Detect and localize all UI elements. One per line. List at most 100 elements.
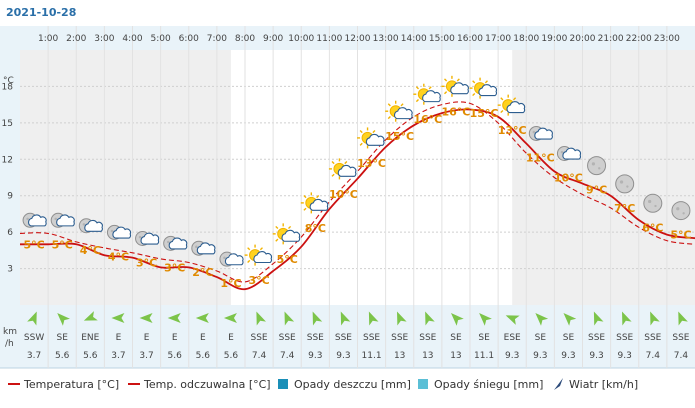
cloud-outline	[534, 127, 553, 140]
sun-ray	[359, 130, 363, 134]
cloud-shape	[337, 164, 357, 177]
wind-arrow	[139, 313, 153, 323]
temp-label: 7°C	[614, 202, 635, 215]
wind-direction: SSE	[279, 333, 296, 343]
moon-crater	[54, 217, 57, 221]
wind-arrow	[256, 311, 266, 326]
wind-speed: 5.6	[196, 351, 211, 361]
wind-direction: E	[172, 333, 178, 343]
wind-speed: 7.4	[252, 351, 267, 361]
wind-direction: SE	[56, 333, 68, 343]
sun-cloud-icon	[385, 100, 413, 122]
cloud-shape	[422, 90, 441, 103]
sun-ray	[512, 97, 517, 101]
moon-icon	[615, 174, 635, 194]
temp-label: 4°C	[108, 250, 129, 263]
hour-label: 18:00	[513, 34, 539, 44]
cloud-outline	[112, 226, 132, 239]
cloud-shape	[281, 229, 301, 242]
hour-label: 9:00	[263, 34, 283, 44]
moon-crater	[560, 150, 564, 154]
wind-speed: 11.1	[362, 351, 382, 361]
moon-crater	[648, 199, 652, 204]
moon-crater	[138, 235, 142, 239]
sun-cloud-icon	[469, 77, 498, 99]
legend-label: Temp. odczuwalna [°C]	[143, 378, 271, 391]
wind-arrow-shape	[340, 311, 351, 326]
wind-arrow-shape	[535, 313, 549, 326]
cloud-shape	[253, 251, 273, 264]
wind-direction: SSE	[588, 333, 605, 343]
temperature-labels: 5°C 5°C 4°C 4°C 3°C 3°C 2°C 1°C 3°C 5°C 8°C 10°C 13°…	[23, 105, 691, 290]
night-band-evening	[512, 50, 695, 305]
wind-speed: 9.3	[589, 351, 603, 361]
hour-label: 17:00	[485, 34, 511, 44]
wind-direction: SE	[478, 333, 490, 343]
sun-ray	[331, 173, 335, 177]
wind-direction: SE	[535, 333, 547, 343]
wind-arrow	[312, 311, 323, 326]
hour-label: 22:00	[626, 34, 652, 44]
y-tick-label: 3	[7, 265, 13, 275]
temp-label: 2°C	[192, 266, 213, 279]
wind-arrow	[195, 313, 209, 323]
wind-speed: 7.4	[674, 351, 689, 361]
sun-cloud-icon	[413, 83, 441, 105]
sun-ray	[303, 207, 307, 211]
moon-disc	[643, 193, 663, 213]
cloud-shape	[112, 226, 132, 239]
temperature-line	[20, 108, 695, 291]
cloud-outline	[28, 214, 47, 227]
moon-crater	[223, 256, 226, 260]
moon-crater	[654, 204, 657, 208]
moon-crater	[676, 207, 680, 211]
legend: Temperatura [°C] Temp. odczuwalna [°C] Opa…	[8, 378, 638, 391]
moon-crater	[195, 245, 198, 249]
hour-label: 4:00	[122, 34, 142, 44]
cloud-outline	[478, 84, 498, 97]
wind-direction: SSE	[363, 333, 380, 343]
moon-cloud-icon	[163, 235, 188, 251]
wind-direction: E	[228, 333, 234, 343]
wind-direction: SSE	[644, 333, 661, 343]
wind-arrow	[284, 311, 295, 326]
wind-speed: 9.3	[618, 351, 632, 361]
temp-label: 13°C	[357, 157, 386, 170]
wind-arrow-shape	[111, 313, 125, 323]
hour-label: 10:00	[288, 34, 314, 44]
temp-label: 10°C	[554, 172, 583, 185]
temp-label: 13°C	[498, 124, 527, 137]
wind-speed: 13	[394, 351, 405, 361]
hour-label: 11:00	[316, 34, 342, 44]
wind-direction: SE	[563, 333, 575, 343]
wind-direction: ENE	[81, 333, 99, 343]
sun-cloud-icon	[300, 192, 329, 214]
cloud-shape	[450, 82, 469, 95]
temp-label: 3°C	[136, 257, 157, 270]
wind-arrow	[535, 313, 549, 326]
temp-label: 1°C	[220, 277, 241, 290]
wind-speed: 5.6	[55, 351, 70, 361]
wind-speed: 13	[450, 351, 461, 361]
temp-label: 6°C	[642, 221, 663, 234]
grid-lines	[20, 26, 695, 368]
moon-disc	[587, 156, 607, 176]
axes: °C km /h	[3, 76, 17, 349]
wind-direction: SSE	[616, 333, 633, 343]
y-tick-label: 6	[7, 228, 13, 238]
hour-label: 14:00	[401, 34, 427, 44]
cloud-shape	[168, 237, 188, 250]
sun-cloud-icon	[357, 127, 385, 149]
cloud-outline	[309, 198, 329, 211]
temp-label: 16°C	[441, 105, 470, 118]
legend-label: Temperatura [°C]	[23, 378, 119, 391]
wind-arrow	[368, 311, 379, 326]
wind-arrow-shape	[450, 313, 464, 326]
cloud-outline	[394, 107, 413, 120]
moon-crater	[82, 223, 86, 226]
sun-cloud-icon	[497, 94, 526, 116]
sun-ray	[415, 99, 420, 103]
night-band-morning	[20, 50, 231, 305]
wind-speed: 7.4	[280, 351, 295, 361]
